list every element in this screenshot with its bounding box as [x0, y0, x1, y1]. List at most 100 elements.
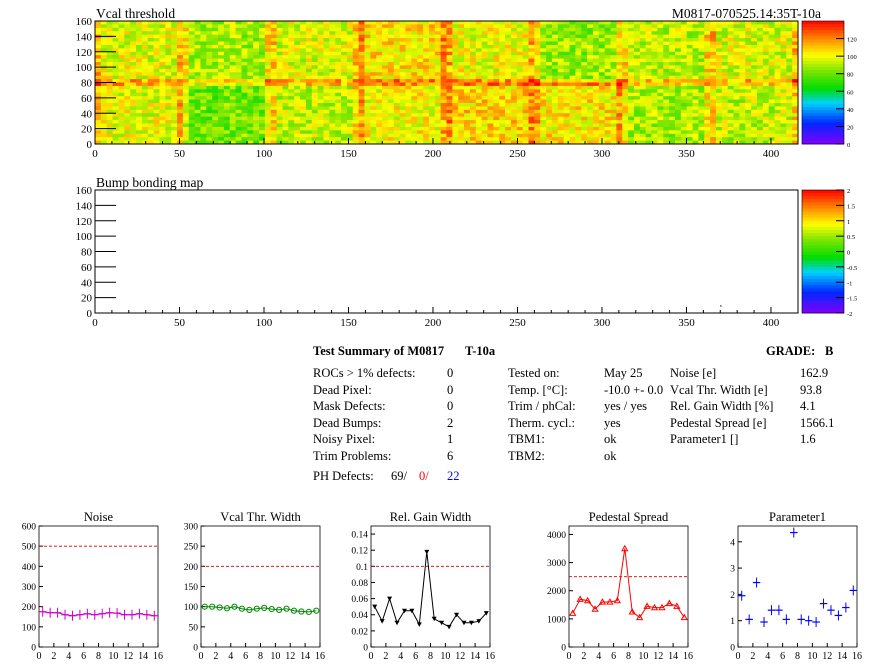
- heatmap-cell: [733, 48, 740, 53]
- heatmap-cell: [481, 137, 488, 141]
- heatmap-cell: [751, 58, 758, 63]
- heatmap-cell: [417, 137, 424, 141]
- heatmap-cell: [587, 99, 594, 104]
- heatmap-cell: [106, 130, 113, 135]
- heatmap-cell: [346, 137, 354, 141]
- heatmap-cell: [592, 72, 600, 77]
- heatmap-cell: [282, 99, 289, 104]
- heatmap-cell: [112, 38, 119, 42]
- heatmap-cell: [762, 103, 770, 107]
- heatmap-cell: [229, 51, 236, 56]
- heatmap-cell: [323, 48, 330, 53]
- heatmap-cell: [147, 92, 154, 97]
- heatmap-cell: [370, 51, 377, 56]
- heatmap-cell: [434, 140, 442, 145]
- heatmap-cell: [710, 75, 717, 80]
- heatmap-cell: [206, 89, 213, 94]
- heatmap-cell: [428, 140, 436, 145]
- heatmap-cell: [762, 89, 770, 94]
- heatmap-cell: [141, 72, 149, 77]
- heatmap-cell: [651, 75, 658, 80]
- heatmap-cell: [282, 41, 289, 46]
- heatmap-cell: [235, 27, 242, 32]
- heatmap-cell: [575, 96, 582, 100]
- heatmap-cell: [733, 130, 740, 135]
- heatmap-cell: [124, 68, 131, 73]
- heatmap-cell: [223, 103, 231, 107]
- heatmap-cell: [657, 65, 664, 70]
- heatmap-cell: [393, 75, 401, 80]
- heatmap-cell: [751, 96, 758, 100]
- heatmap-cell: [264, 62, 272, 66]
- heatmap-cell: [469, 89, 477, 94]
- heatmap-cell: [674, 130, 682, 135]
- heatmap-cell: [663, 48, 670, 53]
- x-tick-label: 16: [683, 651, 693, 662]
- heatmap-cell: [616, 27, 623, 32]
- heatmap-cell: [592, 75, 600, 80]
- heatmap-cell: [171, 21, 178, 25]
- heatmap-cell: [417, 103, 424, 107]
- heatmap-cell: [264, 140, 272, 145]
- heatmap-cell: [692, 137, 699, 141]
- heatmap-cell: [259, 31, 266, 36]
- heatmap-cell: [499, 92, 506, 97]
- heatmap-cell: [282, 123, 289, 128]
- heatmap-cell: [264, 109, 272, 114]
- heatmap-cell: [235, 82, 242, 87]
- heatmap-cell: [516, 41, 524, 46]
- heatmap-cell: [153, 109, 160, 114]
- heatmap-cell: [563, 79, 570, 83]
- heatmap-cell: [751, 31, 758, 36]
- heatmap-cell: [182, 130, 190, 135]
- heatmap-cell: [692, 65, 699, 70]
- x-tick-label: 14: [470, 651, 480, 662]
- heatmap-cell: [428, 48, 436, 53]
- heatmap-cell: [458, 38, 465, 42]
- heatmap-cell: [540, 65, 547, 70]
- palette-swatch: [802, 303, 844, 308]
- heatmap-cell: [341, 109, 348, 114]
- data-point: [409, 608, 415, 614]
- heatmap-cell: [352, 96, 360, 100]
- heatmap-cell: [446, 38, 453, 42]
- heatmap-cell: [235, 41, 242, 46]
- heatmap-cell: [698, 96, 705, 100]
- heatmap-cell: [516, 137, 524, 141]
- heatmap-cell: [358, 106, 365, 111]
- heatmap-cell: [469, 140, 477, 145]
- heatmap-cell: [751, 113, 758, 118]
- heatmap-cell: [159, 75, 166, 80]
- heatmap-cell: [622, 109, 629, 114]
- heatmap-cell: [417, 85, 424, 90]
- heatmap-cell: [171, 41, 178, 46]
- heatmap-cell: [382, 133, 389, 138]
- heatmap-cell: [657, 44, 664, 49]
- heatmap-cell: [751, 123, 758, 128]
- y-tick-label: 0.02: [351, 627, 368, 637]
- heatmap-cell: [423, 89, 430, 94]
- heatmap-cell: [323, 133, 330, 138]
- heatmap-cell: [276, 72, 283, 77]
- heatmap-cell: [177, 126, 184, 131]
- heatmap-cell: [557, 41, 565, 46]
- heatmap-cell: [663, 123, 670, 128]
- y-tick-label: 200: [22, 603, 37, 613]
- heatmap-cell: [780, 92, 787, 97]
- heatmap-cell: [651, 109, 658, 114]
- heatmap-cell: [387, 38, 395, 42]
- heatmap-cell: [587, 109, 594, 114]
- heatmap-cell: [200, 51, 207, 56]
- heatmap-cell: [434, 44, 442, 49]
- heatmap-cell: [376, 116, 383, 121]
- heatmap-cell: [493, 48, 500, 53]
- heatmap-cell: [305, 79, 313, 83]
- heatmap-cell: [423, 38, 430, 42]
- heatmap-cell: [317, 27, 324, 32]
- heatmap-cell: [727, 103, 734, 107]
- heatmap-cell: [505, 123, 512, 128]
- heatmap-cell: [774, 130, 781, 135]
- y-tick-label: 0.1: [356, 563, 368, 573]
- heatmap-cell: [657, 27, 664, 32]
- heatmap-cell: [177, 44, 184, 49]
